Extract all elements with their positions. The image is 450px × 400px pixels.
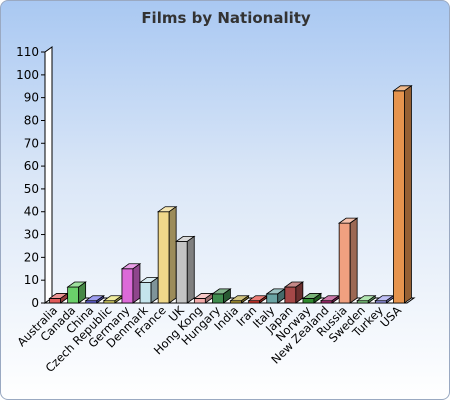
bar-front — [49, 298, 61, 304]
bar-front — [393, 90, 405, 304]
axes: 0 10 20 30 40 50 60 70 80 90 100 110 — [16, 45, 416, 310]
y-tick-label: 80 — [24, 113, 39, 127]
bar — [392, 85, 413, 304]
bar-front — [175, 240, 188, 304]
left-wall — [44, 46, 53, 304]
y-tick-label: 100 — [16, 68, 39, 82]
bar-side — [96, 294, 105, 304]
bar — [156, 205, 178, 304]
bar-front — [157, 211, 170, 304]
y-tick-label: 30 — [24, 228, 39, 242]
y-tick-label: 110 — [16, 45, 39, 59]
bar — [211, 288, 232, 304]
bar — [138, 276, 160, 304]
bar — [175, 235, 196, 304]
y-tick-label: 10 — [24, 273, 39, 287]
bar-front — [284, 286, 297, 304]
y-tick-label: 70 — [24, 136, 39, 150]
bar — [120, 262, 142, 304]
bar-front — [266, 293, 279, 304]
bar-front — [302, 298, 315, 304]
y-tick-label: 20 — [24, 250, 39, 264]
bar-side — [168, 205, 177, 304]
bars — [48, 85, 413, 304]
bar-side — [150, 276, 159, 304]
bar-front — [193, 298, 206, 304]
bar-front — [121, 268, 134, 304]
bar — [283, 281, 305, 304]
y-tick-label: 0 — [31, 296, 39, 310]
bar-side — [349, 217, 358, 304]
bar-front — [139, 282, 152, 304]
bar-side — [186, 235, 195, 304]
chart-title: Films by Nationality — [141, 9, 311, 27]
bar — [301, 292, 323, 304]
bar-side — [223, 288, 231, 304]
bar-side — [295, 281, 304, 304]
y-tick-label: 40 — [24, 205, 39, 219]
bar-front — [67, 286, 80, 304]
y-tick-label: 90 — [24, 91, 39, 105]
bar — [84, 294, 105, 304]
bar-side — [404, 85, 412, 304]
x-tick-label: USA — [377, 303, 404, 330]
bar-side — [78, 281, 87, 304]
bar — [337, 217, 359, 304]
bar-front — [212, 293, 224, 304]
y-tick-label: 60 — [24, 159, 39, 173]
bar — [66, 281, 87, 304]
bar-side — [313, 292, 322, 304]
bar — [193, 292, 214, 304]
y-tick-label: 50 — [24, 182, 39, 196]
bar-side — [132, 262, 141, 304]
bar — [48, 292, 69, 304]
bar-side — [241, 294, 249, 304]
bar — [356, 294, 377, 304]
bar — [229, 294, 250, 304]
bar-side — [367, 294, 376, 304]
bar-front — [338, 222, 351, 304]
